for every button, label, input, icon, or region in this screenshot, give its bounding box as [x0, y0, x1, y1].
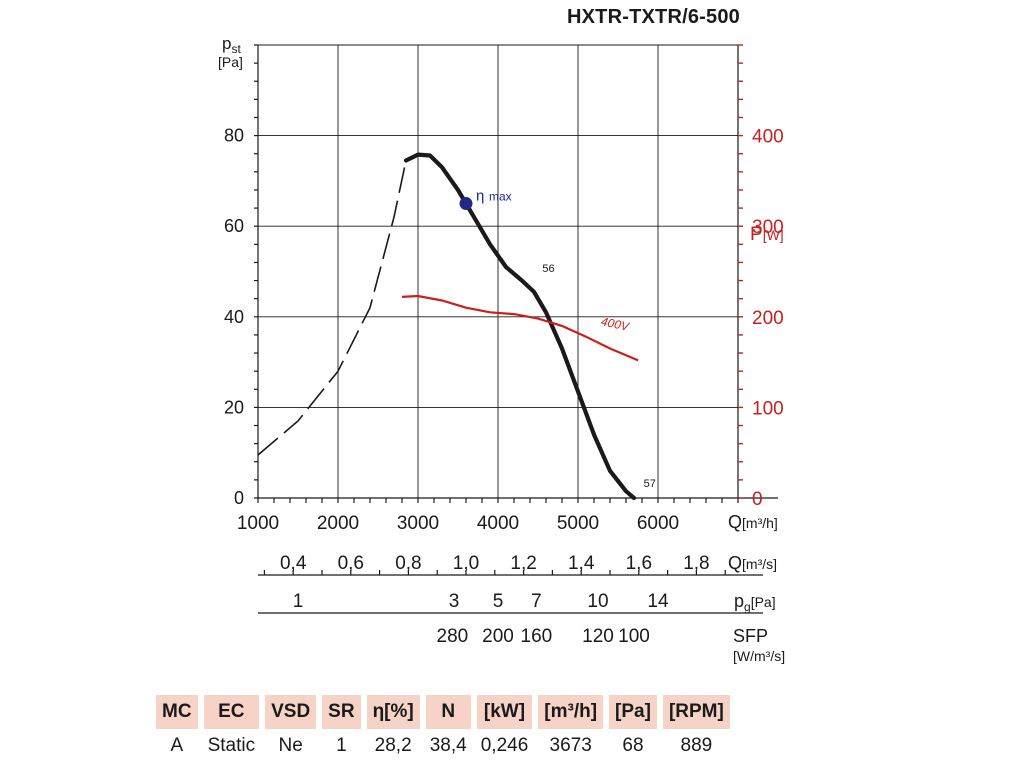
aux-scale-tick-label: 0,8	[395, 553, 421, 574]
value-efficiency: 28,2	[374, 735, 412, 756]
y-left-tick-label: 20	[224, 397, 244, 417]
aux-scale-tick-label: 0,6	[338, 553, 364, 574]
specs-header-row: MC EC VSD SR η[%] N [kW] [m³/h] [Pa] [RP…	[156, 695, 730, 729]
y-left-axis-unit: [Pa]	[218, 54, 243, 70]
aux-scale-tick-label: 1,0	[453, 553, 479, 574]
aux-scale-tick-label: 280	[437, 626, 469, 647]
aux-scale-title: Q[m³/s]	[728, 553, 777, 573]
header-vsd: VSD	[265, 695, 317, 729]
efficiency-max-sub: max	[489, 190, 512, 204]
value-n: 38,4	[429, 735, 467, 756]
value-flow: 3673	[549, 735, 592, 756]
header-mc: MC	[156, 695, 198, 729]
x-tick-label: 5000	[557, 513, 599, 534]
aux-scale-tick-label: 160	[521, 626, 553, 647]
y-left-tick-label: 0	[234, 488, 244, 508]
aux-scale-tick-label: 1,4	[568, 553, 595, 574]
y-right-tick-label: 200	[752, 308, 784, 329]
x-tick-label: 4000	[477, 513, 519, 534]
aux-scale-tick-label: 7	[531, 591, 542, 612]
power-curve	[401, 294, 639, 362]
y-right-axis-title: P[W]	[750, 224, 784, 245]
aux-scale-tick-label: 1,8	[683, 553, 709, 574]
y-right-tick-label: 100	[752, 398, 784, 419]
curve-point-label: 56	[542, 263, 554, 275]
aux-scale-tick-label: 5	[493, 591, 504, 612]
specs-table: MC EC VSD SR η[%] N [kW] [m³/h] [Pa] [RP…	[150, 695, 736, 763]
value-pressure: 68	[622, 735, 644, 756]
header-n: N	[425, 695, 471, 729]
header-flow: [m³/h]	[538, 695, 604, 729]
aux-scale-title: SFP	[733, 626, 768, 646]
value-power: 0,246	[480, 735, 529, 756]
specs-value-row: A Static Ne 1 28,2 38,4 0,246 3673 68 88…	[156, 729, 730, 763]
y-right-tick-label: 0	[752, 489, 763, 510]
value-ec: Static	[207, 735, 256, 756]
aux-scale-tick-label: 1	[293, 591, 304, 612]
value-mc: A	[170, 735, 184, 756]
aux-scale-tick-label: 3	[449, 591, 460, 612]
y-right-tick-label: 300	[752, 217, 784, 238]
power-curve-label: 400V	[600, 314, 631, 334]
aux-scale-tick-label: 200	[482, 626, 514, 647]
unstable-region-curve	[257, 160, 407, 456]
aux-scale-tick-label: 1,6	[626, 553, 652, 574]
pressure-curve	[403, 152, 637, 501]
aux-scale-tick-label: 10	[587, 591, 608, 612]
header-efficiency: η[%]	[366, 695, 420, 729]
y-left-tick-label: 60	[224, 216, 244, 236]
x-tick-label: 2000	[317, 513, 359, 534]
aux-scale-tick-label: 14	[647, 591, 669, 612]
x-axis-title: Q[m³/h]	[728, 512, 778, 532]
header-sr: SR	[322, 695, 361, 729]
x-tick-label: 1000	[237, 513, 279, 534]
aux-scale-tick-label: 1,2	[510, 553, 536, 574]
value-rpm: 889	[680, 735, 713, 756]
x-tick-label: 6000	[637, 513, 679, 534]
x-tick-label: 3000	[397, 513, 439, 534]
value-vsd: Ne	[278, 735, 303, 756]
aux-scale-title: pg[Pa]	[734, 591, 776, 614]
y-left-tick-label: 80	[224, 126, 244, 146]
aux-scale-unit: [W/m³/s]	[733, 648, 785, 664]
chart-title: HXTR-TXTR/6-500	[566, 6, 740, 28]
aux-scale-tick-label: 100	[618, 626, 650, 647]
header-pressure: [Pa]	[609, 695, 657, 729]
header-power: [kW]	[476, 695, 533, 729]
y-left-axis-title: pst	[222, 34, 241, 56]
y-right-tick-label: 400	[752, 127, 784, 148]
header-rpm: [RPM]	[662, 695, 730, 729]
value-sr: 1	[336, 735, 347, 756]
y-left-tick-label: 40	[224, 307, 244, 327]
curve-point-label: 57	[644, 478, 656, 490]
efficiency-max-point	[459, 197, 473, 211]
aux-scale-tick-label: 120	[582, 626, 614, 647]
header-ec: EC	[203, 695, 260, 729]
aux-scale-tick-label: 0,4	[280, 553, 307, 574]
efficiency-max-label: η	[476, 188, 484, 205]
